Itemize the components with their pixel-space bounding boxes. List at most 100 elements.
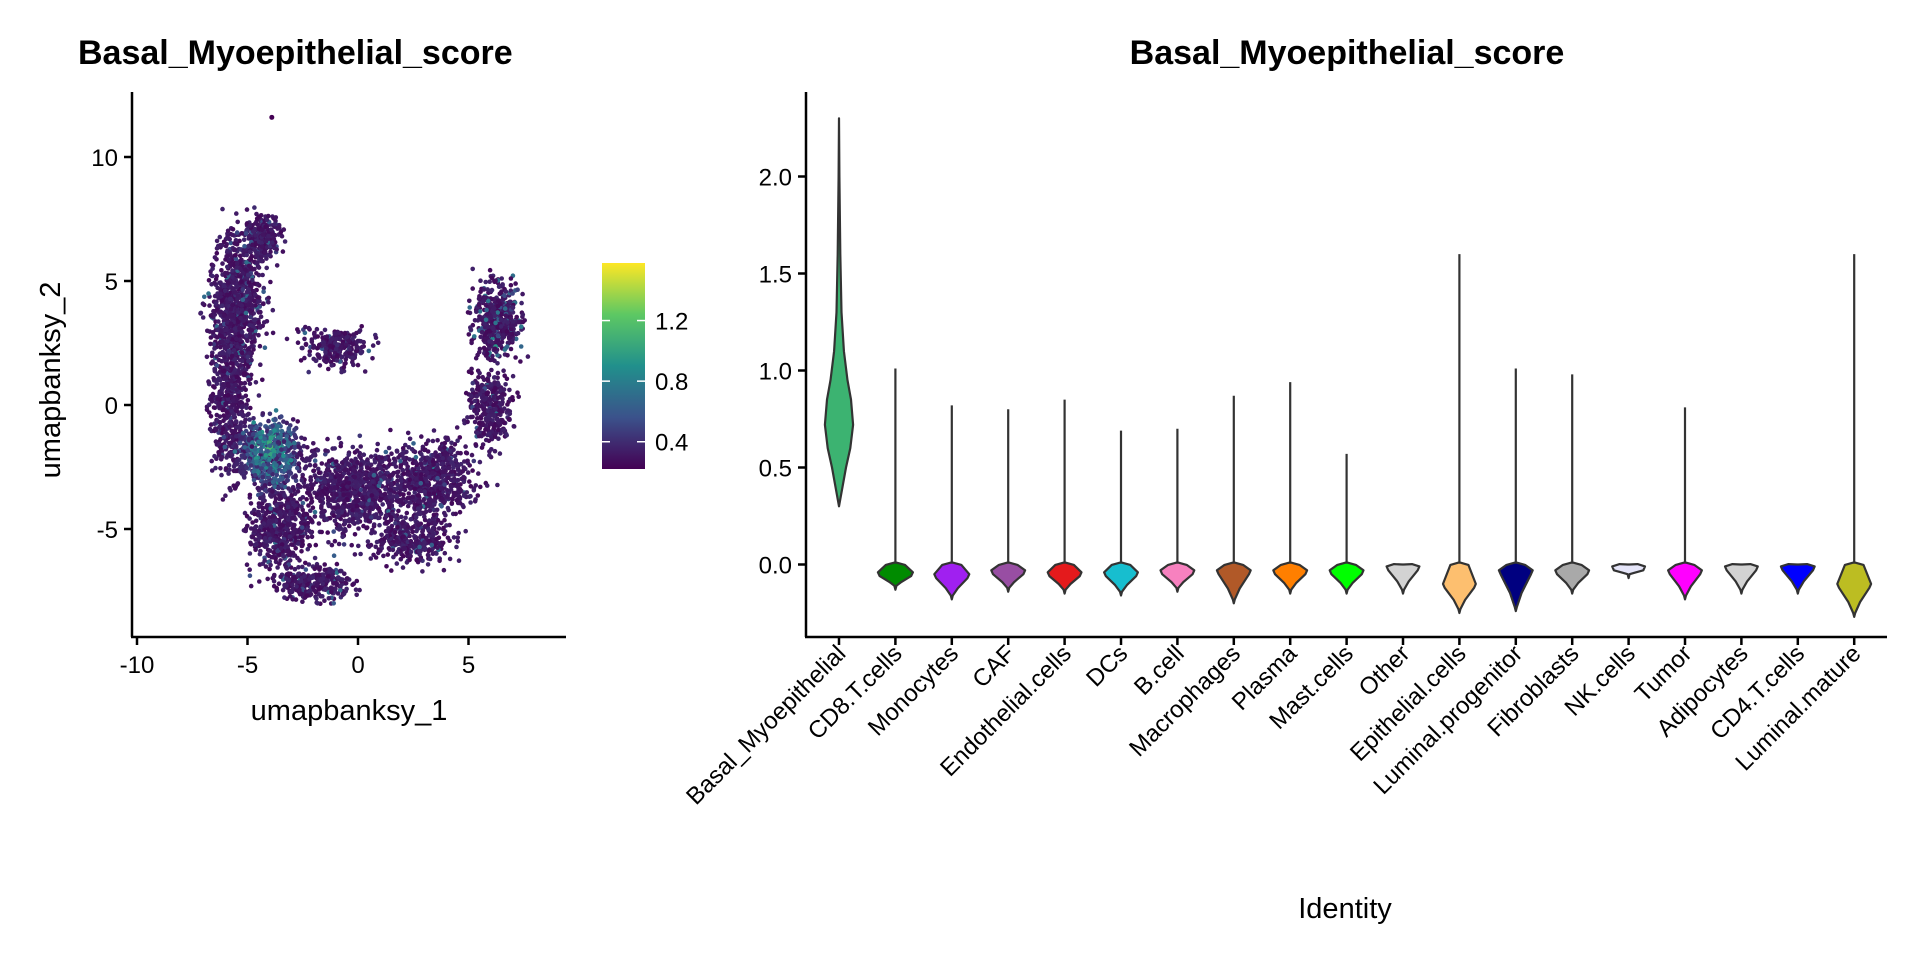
umap-point xyxy=(277,452,283,458)
umap-point xyxy=(237,440,243,446)
umap-point xyxy=(257,343,263,349)
umap-point xyxy=(496,419,501,425)
umap-point xyxy=(426,497,432,503)
umap-point xyxy=(251,477,257,483)
umap-point xyxy=(374,491,380,497)
umap-point xyxy=(341,542,347,547)
umap-point xyxy=(266,295,272,301)
umap-point xyxy=(299,525,305,530)
umap-point xyxy=(253,537,258,542)
umap-point xyxy=(261,320,267,325)
umap-point xyxy=(241,318,246,324)
umap-point xyxy=(484,312,490,317)
umap-point xyxy=(464,490,470,495)
umap-point xyxy=(239,329,245,335)
umap-point xyxy=(355,516,361,521)
umap-point xyxy=(279,542,285,547)
umap-point xyxy=(400,501,406,507)
umap-point xyxy=(487,329,492,334)
umap-point xyxy=(230,436,236,441)
umap-point xyxy=(326,540,331,545)
umap-point xyxy=(362,488,367,493)
umap-point xyxy=(349,458,354,463)
umap-point xyxy=(356,543,361,549)
umap-point xyxy=(227,236,232,242)
umap-point xyxy=(262,536,268,541)
umap-point xyxy=(388,427,393,433)
umap-point xyxy=(368,505,374,511)
umap-point xyxy=(467,305,473,310)
umap-point xyxy=(226,383,231,389)
umap-point xyxy=(300,539,305,544)
umap-point xyxy=(246,436,252,442)
umap-point xyxy=(449,440,454,446)
umap-point xyxy=(278,435,283,440)
umap-point xyxy=(219,298,224,304)
umap-point xyxy=(239,453,245,458)
umap-point xyxy=(225,271,230,276)
umap-point xyxy=(206,291,211,296)
umap-point xyxy=(357,328,363,333)
umap-point xyxy=(266,519,272,524)
umap-point xyxy=(386,458,392,463)
umap-point xyxy=(305,520,311,526)
umap-point xyxy=(492,346,498,352)
umap-point xyxy=(227,424,232,430)
umap-point xyxy=(212,453,217,459)
umap-point xyxy=(495,395,501,401)
umap-point xyxy=(268,466,273,471)
umap-point xyxy=(230,362,236,367)
umap-point xyxy=(244,465,249,471)
umap-point xyxy=(230,402,235,408)
umap-point xyxy=(269,435,274,441)
umap-point xyxy=(398,463,404,468)
umap-point xyxy=(306,503,311,508)
umap-point xyxy=(386,445,392,451)
umap-point xyxy=(388,487,394,493)
umap-point xyxy=(401,455,406,461)
umap-point xyxy=(495,427,501,433)
umap-point xyxy=(364,476,370,482)
umap-point xyxy=(261,289,266,295)
umap-point xyxy=(484,307,489,313)
umap-point xyxy=(352,552,358,557)
umap-point xyxy=(256,332,261,338)
umap-point xyxy=(322,479,328,484)
umap-point xyxy=(273,496,279,502)
umap-point xyxy=(427,465,433,471)
umap-point xyxy=(332,538,338,544)
umap-point xyxy=(433,494,438,500)
umap-point xyxy=(357,453,362,459)
umap-point xyxy=(324,486,330,492)
umap-point xyxy=(219,268,224,273)
umap-point xyxy=(519,324,524,330)
umap-point xyxy=(251,317,257,323)
umap-point xyxy=(221,418,226,424)
umap-point xyxy=(475,493,481,498)
umap-point xyxy=(498,317,504,323)
umap-point xyxy=(488,357,493,363)
umap-point xyxy=(447,456,452,462)
umap-point xyxy=(246,263,252,269)
umap-point xyxy=(478,278,483,284)
umap-point xyxy=(480,442,486,447)
umap-point xyxy=(218,280,223,285)
umap-point xyxy=(389,451,394,457)
umap-point xyxy=(336,513,341,518)
umap-point xyxy=(377,480,383,486)
umap-point xyxy=(211,405,217,410)
umap-point xyxy=(230,268,235,273)
umap-point xyxy=(329,542,335,548)
umap-point xyxy=(491,375,497,380)
umap-point xyxy=(488,382,494,387)
umap-point xyxy=(341,492,346,498)
umap-point xyxy=(247,351,252,356)
umap-point xyxy=(332,446,338,451)
umap-point xyxy=(435,475,440,481)
umap-point xyxy=(228,488,233,493)
umap-point xyxy=(508,276,514,281)
umap-point xyxy=(247,331,253,337)
umap-point xyxy=(219,391,225,397)
umap-point xyxy=(277,509,283,515)
umap-point xyxy=(370,527,375,533)
